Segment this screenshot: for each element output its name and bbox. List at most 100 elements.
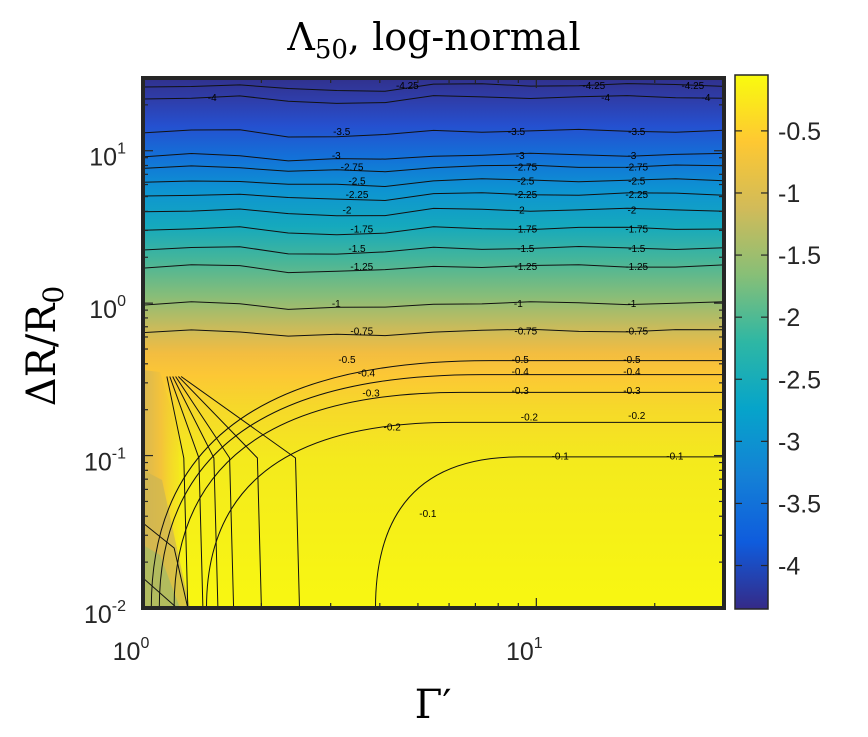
- vertical-contour-line: [175, 376, 235, 608]
- contour-label: -2.5: [517, 176, 535, 187]
- contour-line--0.2: [206, 421, 724, 608]
- vertical-contour-line: [180, 376, 300, 608]
- contour-label: -2.25: [625, 190, 648, 201]
- colorbar-tick-label: -4: [778, 553, 800, 581]
- contour-line--1: [143, 301, 724, 310]
- contour-label: -0.3: [362, 388, 380, 399]
- colorbar-tick-label: -3: [778, 428, 800, 456]
- axis-ticks: [142, 77, 725, 609]
- contour-label: -4.25: [396, 81, 419, 92]
- contour-label: -0.4: [358, 369, 376, 380]
- contour-label: -1.5: [628, 244, 646, 255]
- x-tick-label: 100: [113, 635, 150, 666]
- contour-label: -0.2: [521, 413, 539, 424]
- colorbar-tick-label: -1.5: [778, 242, 821, 270]
- chart-title-subscript: 50: [315, 35, 348, 65]
- contour-label: -0.4: [512, 367, 530, 378]
- contour-label: -3.5: [333, 127, 351, 138]
- x-axis-label: Γ′: [415, 682, 452, 728]
- contour-label: -0.5: [338, 355, 356, 366]
- colorbar-frame: [734, 74, 769, 610]
- contour-line--1.25: [143, 264, 724, 274]
- contour-label: -2.75: [514, 162, 537, 173]
- y-tick-exponent: 1: [117, 141, 126, 158]
- contour-label: -1.25: [514, 262, 537, 273]
- contour-label: -0.2: [384, 423, 402, 434]
- vertical-contour-line: [166, 376, 189, 608]
- contour-line--0.5: [150, 360, 724, 608]
- contour-line--2.5: [143, 178, 724, 188]
- y-tick-base: 10: [89, 296, 117, 324]
- colorbar-tick-label: -3.5: [778, 490, 821, 518]
- vertical-contour-line: [178, 376, 262, 608]
- colorbar-ticks: -0.5 -1 -1.5 -2 -2.5 -3 -3.5 -4: [735, 118, 821, 581]
- contour-line--2.25: [143, 192, 724, 202]
- y-tick-base: 10: [84, 601, 112, 629]
- x-tick-base: 10: [113, 638, 141, 666]
- contour-label: -1.75: [625, 224, 648, 235]
- contour-line--1.75: [143, 226, 724, 236]
- colorbar-tick-label: -1: [778, 180, 800, 208]
- vertical-contour-line: [169, 376, 204, 608]
- y-tick-label: 10-1: [84, 446, 126, 477]
- y-tick-base: 10: [89, 144, 117, 172]
- contour-label: -1.5: [517, 244, 535, 255]
- contour-label: -2.75: [625, 162, 648, 173]
- contour-label: -3.5: [508, 127, 526, 138]
- contour-label: -0.3: [623, 386, 641, 397]
- contour-line--4: [143, 95, 724, 104]
- y-tick-label: 10-2: [84, 598, 126, 629]
- contour-label: -0.5: [623, 355, 641, 366]
- vertical-contour-line: [172, 376, 219, 608]
- contour-label: -0.5: [512, 355, 530, 366]
- contour-label: -2.25: [346, 190, 369, 201]
- colorbar-gradient: [735, 75, 768, 609]
- contour-label: -2.5: [628, 176, 646, 187]
- x-tick-exponent: 1: [534, 635, 543, 652]
- chart-title: Λ50, log-normal: [286, 15, 580, 65]
- contour-label: -4.25: [681, 81, 704, 92]
- contour-line--0.75: [143, 328, 724, 337]
- contour-line--4.25: [143, 83, 724, 92]
- contour-label: -1.75: [514, 224, 537, 235]
- y-tick-exponent: 0: [117, 293, 126, 310]
- contour-label: -2.75: [341, 162, 364, 173]
- contour-label: -2.5: [348, 176, 366, 187]
- corner-contour-line: [143, 577, 178, 608]
- contour-label: -0.75: [625, 327, 648, 338]
- y-axis-label-main: ΔR/R: [19, 302, 65, 406]
- plot-frame: [141, 76, 726, 610]
- contour-lines: [143, 83, 724, 608]
- contour-label: -1.5: [348, 244, 366, 255]
- x-tick-base: 10: [506, 638, 534, 666]
- colorbar-tick-label: -0.5: [778, 118, 821, 146]
- contour-line--0.1: [375, 456, 724, 608]
- contour-line--3: [143, 152, 724, 162]
- y-tick-label: 100: [89, 293, 126, 324]
- contour-label: -3: [627, 151, 636, 162]
- contour-label: -3.5: [628, 127, 646, 138]
- contour-label: -0.3: [512, 386, 530, 397]
- colorbar-tick-label: -2.5: [778, 366, 821, 394]
- contour-label: -2: [516, 206, 525, 217]
- contour-label: -3: [516, 151, 525, 162]
- contour-line--3.5: [143, 128, 724, 138]
- contour-label: -1.25: [625, 262, 648, 273]
- contour-labels: -4.25 -4.25 -4.25-4 -4 -4-3.5 -3.5 -3.5-3 -3 -3-…: [208, 81, 711, 520]
- contour-label: -0.75: [350, 327, 373, 338]
- y-tick-exponent: -2: [112, 598, 126, 615]
- contour-label: -2.25: [514, 190, 537, 201]
- contour-label: -0.2: [628, 411, 646, 422]
- contour-label: -1.25: [350, 262, 373, 273]
- y-tick-base: 10: [84, 449, 112, 477]
- colorbar: -0.5 -1 -1.5 -2 -2.5 -3 -3.5 -4: [734, 74, 821, 610]
- contour-label: -4: [601, 93, 610, 104]
- contour-label: -0.1: [666, 452, 684, 463]
- contour-line--0.3: [173, 391, 724, 608]
- contour-field-background: [143, 78, 724, 608]
- contour-label: -4: [208, 93, 217, 104]
- contour-label: -1: [627, 299, 636, 310]
- contour-line--2.75: [143, 164, 724, 173]
